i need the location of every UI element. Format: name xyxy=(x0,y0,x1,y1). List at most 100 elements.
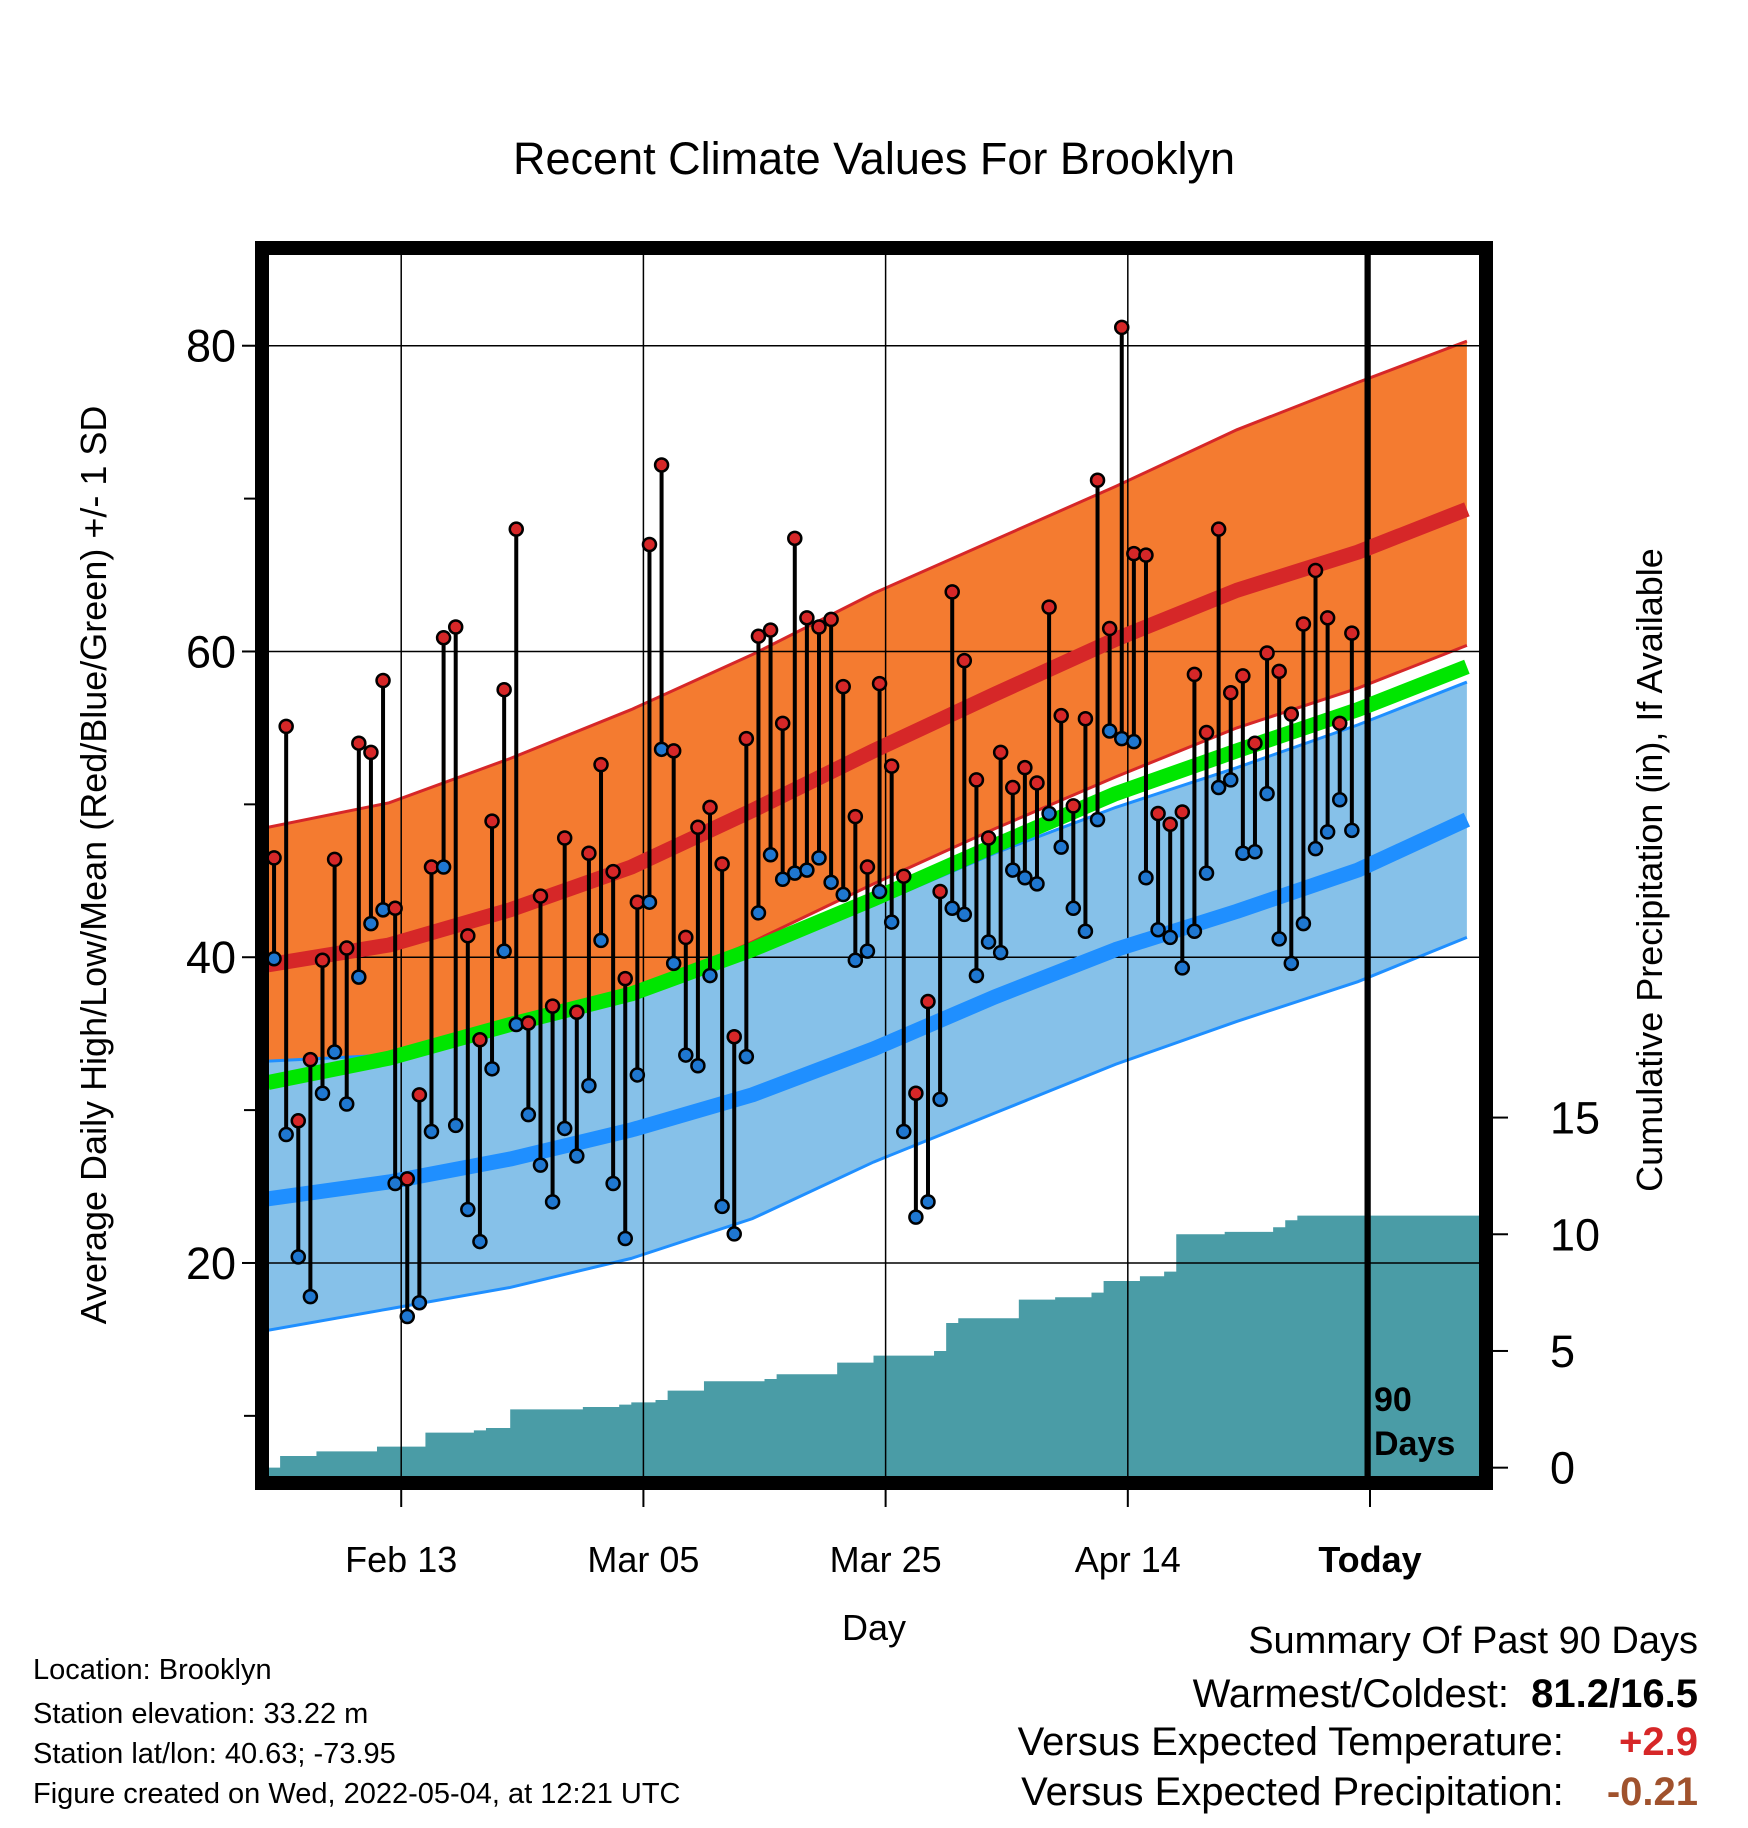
daily-high-point xyxy=(520,1015,537,1031)
daily-high-point xyxy=(665,743,682,759)
daily-low-point xyxy=(956,906,973,923)
daily-low-point xyxy=(762,847,779,863)
y-axis-tick-label: 60 xyxy=(186,626,236,677)
precip-value: -0.21 xyxy=(1606,1770,1698,1814)
daily-high-point xyxy=(351,735,367,751)
daily-high-point xyxy=(399,1171,416,1187)
daily-high-point xyxy=(714,856,730,872)
daily-high-point xyxy=(302,1051,319,1068)
daily-low-point xyxy=(1222,772,1239,788)
daily-low-point xyxy=(496,943,512,959)
y2-axis-tick-label: 15 xyxy=(1550,1093,1600,1144)
station-elevation: Station elevation: 33.22 m xyxy=(33,1698,369,1730)
daily-high-point xyxy=(1053,707,1069,724)
daily-low-point xyxy=(932,1091,948,1108)
daily-low-point xyxy=(1041,805,1057,822)
daily-low-point xyxy=(1150,921,1166,938)
daily-low-point xyxy=(1198,865,1215,881)
low-sd-band xyxy=(268,682,1467,1331)
warm-cold-value: 81.2/16.5 xyxy=(1531,1672,1698,1716)
daily-high-point xyxy=(847,808,864,825)
today-marker-label-90: 90 xyxy=(1374,1381,1412,1419)
daily-high-point xyxy=(314,952,331,969)
daily-low-point xyxy=(399,1308,416,1325)
daily-low-point xyxy=(1017,869,1033,886)
daily-high-point xyxy=(883,758,900,774)
daily-high-point xyxy=(1174,804,1191,820)
daily-low-point xyxy=(944,900,960,917)
daily-low-point xyxy=(290,1249,307,1265)
warm-cold-label: Warmest/Coldest: xyxy=(1192,1672,1509,1716)
daily-high-point xyxy=(544,998,561,1014)
daily-low-point xyxy=(1126,733,1142,750)
daily-high-point xyxy=(1138,547,1154,563)
y-axis-tick-label: 80 xyxy=(186,321,236,372)
daily-low-point xyxy=(268,951,282,967)
daily-high-point xyxy=(375,672,391,689)
daily-high-point xyxy=(811,619,827,635)
daily-low-point xyxy=(1283,955,1300,972)
daily-high-point xyxy=(653,457,670,473)
daily-high-point xyxy=(944,584,960,600)
daily-high-point xyxy=(859,859,876,875)
daily-low-point xyxy=(1271,931,1287,947)
summary-warm-cold: Warmest/Coldest: 81.2/16.5 xyxy=(1193,1674,1698,1714)
daily-low-point xyxy=(326,1044,343,1060)
precip-label: Versus Expected Precipitation: xyxy=(1021,1770,1564,1814)
daily-low-point xyxy=(774,871,791,888)
daily-low-point xyxy=(702,967,718,984)
daily-low-point xyxy=(302,1288,319,1305)
y2-axis-tick-label: 10 xyxy=(1550,1209,1600,1260)
daily-high-point xyxy=(1283,706,1300,722)
daily-high-point xyxy=(690,819,706,836)
daily-high-point xyxy=(702,799,718,816)
daily-low-point xyxy=(823,874,839,891)
station-latlon: Station lat/lon: 40.63; -73.95 xyxy=(33,1738,396,1770)
daily-low-point xyxy=(532,1157,549,1173)
x-axis-tick-label: Apr 14 xyxy=(1075,1539,1181,1580)
daily-low-point xyxy=(544,1194,561,1210)
daily-low-point xyxy=(314,1085,331,1102)
daily-low-point xyxy=(617,1230,633,1247)
daily-high-point xyxy=(1162,816,1178,832)
daily-high-point xyxy=(387,900,403,917)
summary-temp: Versus Expected Temperature: +2.9 xyxy=(1018,1722,1698,1762)
temp-label: Versus Expected Temperature: xyxy=(1017,1720,1564,1764)
daily-high-point xyxy=(992,744,1009,761)
x-axis-tick-label: Mar 05 xyxy=(587,1539,699,1580)
daily-high-point xyxy=(823,611,839,628)
daily-low-point xyxy=(1307,840,1324,857)
daily-high-point xyxy=(956,652,973,669)
daily-high-point xyxy=(920,993,936,1010)
daily-high-point xyxy=(1186,666,1203,683)
daily-high-point xyxy=(762,622,779,638)
daily-high-point xyxy=(411,1087,428,1103)
daily-high-point xyxy=(1065,798,1082,814)
daily-low-point xyxy=(581,1077,597,1094)
daily-high-point xyxy=(1101,620,1118,637)
daily-low-point xyxy=(1065,900,1082,917)
daily-low-point xyxy=(351,969,367,985)
high-sd-band xyxy=(268,341,1467,1101)
daily-low-point xyxy=(738,1048,755,1065)
daily-high-point xyxy=(1344,625,1360,641)
daily-high-point xyxy=(980,830,997,846)
daily-high-point xyxy=(726,1028,742,1045)
daily-high-point xyxy=(472,1032,488,1048)
daily-low-point xyxy=(447,1117,464,1134)
today-marker-label-days: Days xyxy=(1374,1425,1455,1463)
daily-high-point xyxy=(556,830,573,846)
daily-low-point xyxy=(690,1058,706,1074)
y2-axis-tick-label: 0 xyxy=(1550,1443,1575,1494)
daily-low-point xyxy=(992,944,1009,961)
daily-low-point xyxy=(1174,960,1191,976)
summary-title: Summary Of Past 90 Days xyxy=(1248,1620,1698,1662)
daily-high-point xyxy=(605,863,621,880)
daily-low-point xyxy=(460,1201,476,1218)
y-axis-tick-label: 20 xyxy=(186,1238,236,1289)
daily-low-point xyxy=(629,1067,646,1083)
daily-high-point xyxy=(774,715,791,732)
daily-high-point xyxy=(496,681,512,698)
daily-high-point xyxy=(326,851,343,868)
x-axis-label: Day xyxy=(842,1607,906,1648)
